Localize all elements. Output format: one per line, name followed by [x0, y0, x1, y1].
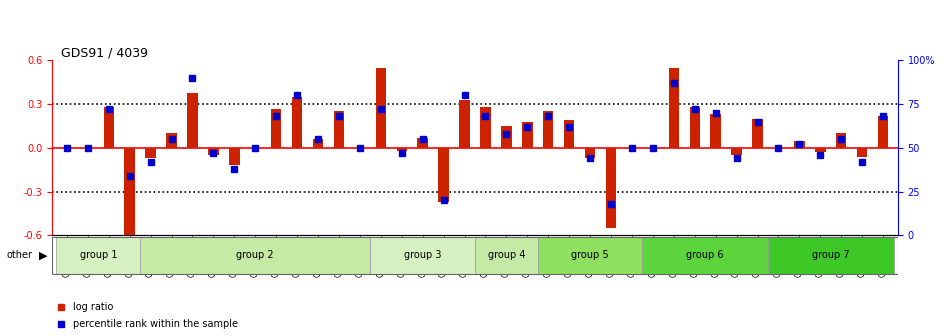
FancyBboxPatch shape [642, 237, 768, 274]
Bar [104, 107, 114, 148]
Bar [187, 92, 198, 148]
Bar [124, 148, 135, 238]
Bar [794, 140, 805, 148]
Bar [815, 148, 826, 152]
Bar [522, 122, 533, 148]
Text: group 5: group 5 [571, 250, 609, 260]
Text: group 1: group 1 [80, 250, 117, 260]
Text: percentile rank within the sample: percentile rank within the sample [73, 319, 238, 329]
Bar [375, 68, 386, 148]
Bar [459, 100, 469, 148]
Text: group 7: group 7 [812, 250, 849, 260]
Bar [836, 133, 846, 148]
Bar [564, 120, 575, 148]
Bar [669, 68, 679, 148]
Text: GDS91 / 4039: GDS91 / 4039 [61, 46, 147, 59]
Bar [711, 114, 721, 148]
Bar [292, 97, 302, 148]
Text: ▶: ▶ [39, 250, 48, 260]
Bar [208, 148, 219, 155]
Bar [145, 148, 156, 158]
Bar [690, 107, 700, 148]
Bar [313, 139, 323, 148]
FancyBboxPatch shape [370, 237, 475, 274]
Text: group 2: group 2 [237, 250, 274, 260]
Bar [752, 119, 763, 148]
Text: other: other [7, 250, 32, 260]
Text: log ratio: log ratio [73, 302, 114, 312]
Bar [502, 126, 512, 148]
Bar [878, 116, 888, 148]
Bar [606, 148, 617, 228]
Bar [438, 148, 448, 202]
Bar [732, 148, 742, 155]
FancyBboxPatch shape [768, 237, 894, 274]
FancyBboxPatch shape [141, 237, 370, 274]
Bar [543, 112, 554, 148]
Bar [333, 112, 344, 148]
Bar [271, 109, 281, 148]
Bar [481, 107, 491, 148]
FancyBboxPatch shape [475, 237, 538, 274]
Text: group 6: group 6 [687, 250, 724, 260]
FancyBboxPatch shape [538, 237, 642, 274]
Text: group 4: group 4 [487, 250, 525, 260]
Bar [229, 148, 239, 165]
FancyBboxPatch shape [56, 237, 141, 274]
Bar [166, 133, 177, 148]
Bar [396, 148, 407, 151]
Bar [857, 148, 867, 157]
Bar [417, 138, 428, 148]
Bar [585, 148, 596, 158]
Text: group 3: group 3 [404, 250, 442, 260]
